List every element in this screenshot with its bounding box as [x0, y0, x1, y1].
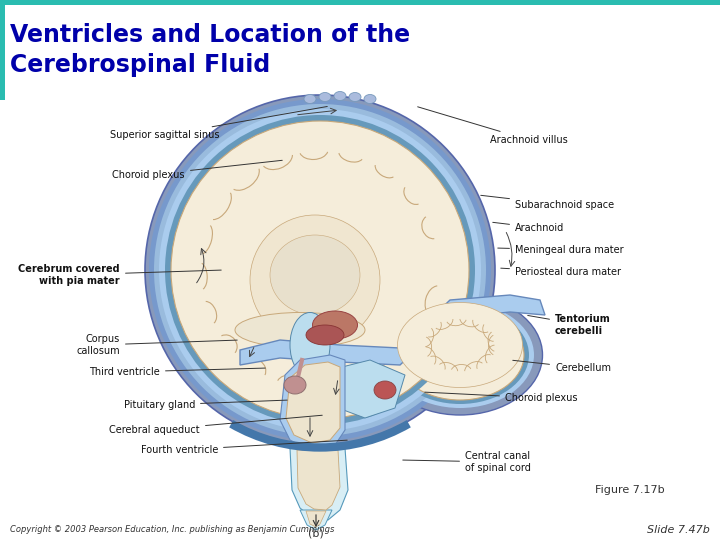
Text: Third ventricle: Third ventricle — [89, 367, 265, 377]
Polygon shape — [300, 510, 332, 530]
Ellipse shape — [391, 306, 529, 404]
Text: Cerebrum covered
with pia mater: Cerebrum covered with pia mater — [19, 264, 221, 286]
Ellipse shape — [149, 99, 491, 441]
Text: Cerebellum: Cerebellum — [513, 360, 611, 373]
Ellipse shape — [374, 381, 396, 399]
Text: Meningeal dura mater: Meningeal dura mater — [498, 245, 624, 255]
Text: Subarachnoid space: Subarachnoid space — [481, 195, 614, 210]
Text: Choroid plexus: Choroid plexus — [425, 392, 577, 403]
Polygon shape — [330, 360, 405, 418]
Ellipse shape — [397, 302, 523, 388]
Polygon shape — [297, 450, 340, 510]
Ellipse shape — [171, 121, 469, 419]
Polygon shape — [240, 295, 545, 365]
Text: Copyright © 2003 Pearson Education, Inc. publishing as Benjamin Cummings: Copyright © 2003 Pearson Education, Inc.… — [10, 525, 334, 535]
Ellipse shape — [154, 104, 486, 436]
Ellipse shape — [349, 92, 361, 102]
Text: Figure 7.17b: Figure 7.17b — [595, 485, 665, 495]
Text: Arachnoid: Arachnoid — [492, 222, 564, 233]
Text: Slide 7.47b: Slide 7.47b — [647, 525, 710, 535]
Polygon shape — [286, 362, 340, 443]
Text: Ventricles and Location of the: Ventricles and Location of the — [10, 23, 410, 47]
Ellipse shape — [319, 92, 331, 102]
Bar — [0, 0, 720, 5]
Polygon shape — [290, 448, 348, 520]
Text: Choroid plexus: Choroid plexus — [112, 160, 282, 180]
Polygon shape — [280, 355, 345, 450]
Text: (b): (b) — [308, 528, 324, 538]
Ellipse shape — [386, 302, 534, 408]
Ellipse shape — [364, 94, 376, 104]
Bar — [0, 0, 5, 100]
Ellipse shape — [306, 325, 344, 345]
Text: Fourth ventricle: Fourth ventricle — [140, 440, 347, 455]
Text: Central canal
of spinal cord: Central canal of spinal cord — [402, 451, 531, 473]
Polygon shape — [306, 511, 326, 527]
Text: Corpus
callosum: Corpus callosum — [76, 334, 237, 356]
Ellipse shape — [270, 235, 360, 315]
Ellipse shape — [334, 91, 346, 100]
Text: Cerebral aqueduct: Cerebral aqueduct — [109, 415, 323, 435]
Text: Pituitary gland: Pituitary gland — [124, 400, 287, 410]
Text: Cerebrospinal Fluid: Cerebrospinal Fluid — [10, 53, 270, 77]
Text: Superior sagittal sinus: Superior sagittal sinus — [110, 106, 328, 140]
Text: Periosteal dura mater: Periosteal dura mater — [501, 267, 621, 277]
Ellipse shape — [304, 94, 316, 104]
Ellipse shape — [377, 295, 542, 415]
Text: Tentorium
cerebelli: Tentorium cerebelli — [528, 314, 611, 336]
Text: Arachnoid villus: Arachnoid villus — [418, 107, 568, 145]
Ellipse shape — [250, 215, 380, 345]
Ellipse shape — [165, 115, 475, 425]
Ellipse shape — [284, 376, 306, 394]
Ellipse shape — [235, 313, 365, 348]
Ellipse shape — [159, 109, 481, 431]
Ellipse shape — [312, 311, 358, 339]
Ellipse shape — [145, 95, 495, 445]
Ellipse shape — [290, 313, 330, 377]
Ellipse shape — [396, 310, 524, 400]
